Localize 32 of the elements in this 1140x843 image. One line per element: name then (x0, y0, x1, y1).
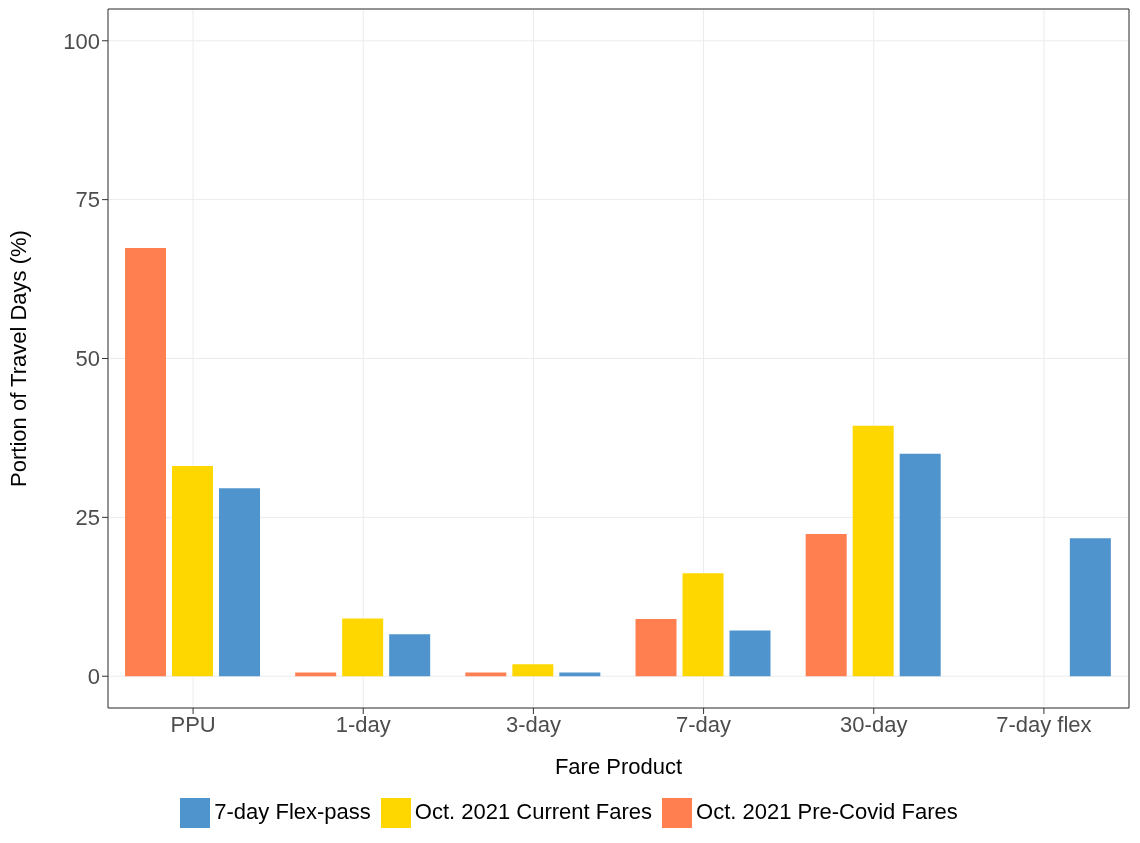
bar (172, 465, 214, 677)
x-axis-title: Fare Product (554, 754, 683, 779)
y-tick-label: 25 (75, 505, 100, 531)
legend-label: Oct. 2021 Current Fares (414, 798, 653, 824)
bar (342, 618, 384, 677)
bar (635, 619, 677, 677)
legend-label: Oct. 2021 Pre-Covid Fares (696, 798, 958, 824)
bar (125, 247, 167, 677)
bar (219, 488, 261, 677)
bar (682, 573, 724, 677)
bar (389, 634, 431, 677)
x-tick-label: 3-day (505, 711, 561, 737)
x-tick-label: 1-day (335, 711, 391, 737)
y-axis-title: Portion of Travel Days (%) (5, 230, 31, 487)
bar (512, 664, 554, 677)
y-tick-label: 50 (75, 346, 100, 372)
bar (465, 672, 507, 677)
bar (295, 672, 337, 677)
y-tick-label: 100 (63, 28, 100, 54)
legend-label: 7-day Flex-pass (214, 798, 371, 824)
x-tick-label: 7-day (676, 711, 732, 737)
y-tick-label: 0 (87, 664, 100, 690)
bar (899, 453, 941, 677)
bar (559, 672, 601, 677)
y-tick-label: 75 (75, 187, 100, 213)
x-tick-label: 7-day flex (996, 711, 1092, 737)
bar (729, 630, 771, 677)
x-tick-label: 30-day (840, 711, 908, 737)
x-tick-label: PPU (170, 711, 216, 737)
bar (852, 425, 894, 677)
bar (805, 533, 847, 677)
bar (1069, 538, 1111, 677)
